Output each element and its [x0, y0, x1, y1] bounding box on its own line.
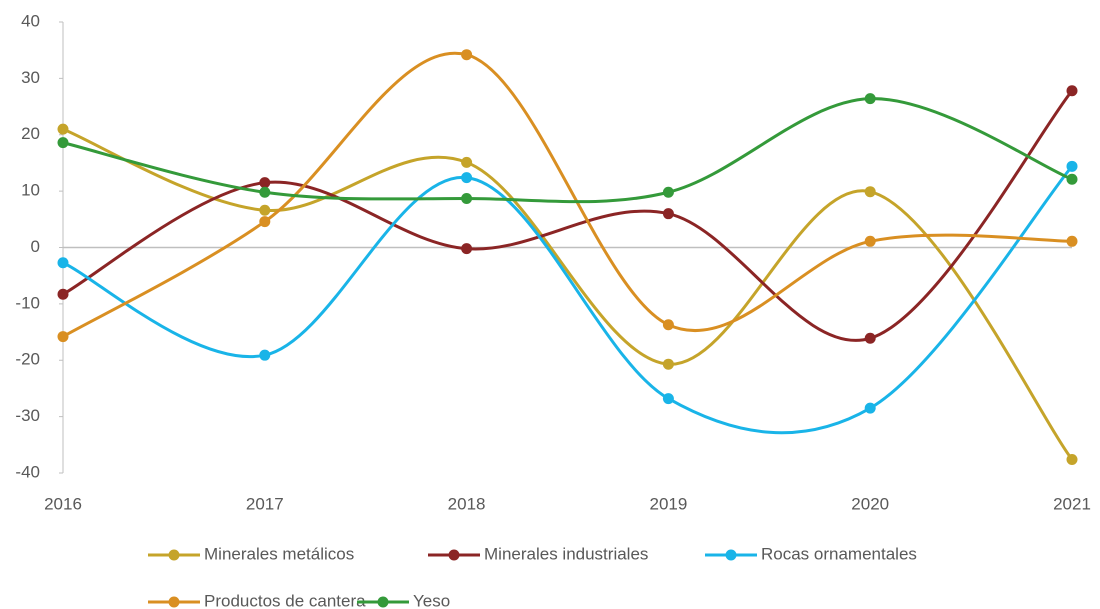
legend-marker	[725, 549, 737, 561]
legend-marker	[168, 549, 180, 561]
point	[461, 49, 473, 61]
legend-label: Minerales industriales	[484, 544, 648, 563]
legend-label: Minerales metálicos	[204, 544, 354, 563]
point	[662, 208, 674, 220]
series-line	[62, 89, 1074, 342]
y-tick-label: 20	[21, 124, 40, 143]
x-tick-label: 2017	[246, 494, 284, 513]
point	[864, 402, 876, 414]
series-line	[62, 165, 1074, 435]
point	[662, 186, 674, 198]
x-tick-label: 2018	[448, 494, 486, 513]
point	[259, 349, 271, 361]
point	[1066, 160, 1078, 172]
point	[662, 319, 674, 331]
legend-marker	[168, 596, 180, 608]
point	[461, 243, 473, 255]
point	[259, 186, 271, 198]
point	[57, 123, 69, 135]
y-tick-label: -10	[15, 293, 40, 312]
point	[461, 172, 473, 184]
series-line	[62, 97, 1073, 204]
point	[864, 93, 876, 105]
legend-label: Rocas ornamentales	[761, 544, 917, 563]
y-tick-label: 0	[31, 237, 40, 256]
series-line	[62, 51, 1073, 338]
point	[57, 257, 69, 269]
y-tick-label: 10	[21, 181, 40, 200]
x-tick-label: 2020	[851, 494, 889, 513]
point	[864, 332, 876, 344]
y-tick-label: 30	[21, 68, 40, 87]
legend-marker	[448, 549, 460, 561]
y-tick-label: -20	[15, 350, 40, 369]
point	[259, 204, 271, 216]
point	[259, 177, 271, 189]
legend-marker	[377, 596, 389, 608]
point	[1066, 173, 1078, 185]
point	[662, 393, 674, 405]
point	[259, 216, 271, 228]
point	[662, 358, 674, 370]
y-tick-label: -30	[15, 406, 40, 425]
point	[864, 186, 876, 198]
x-tick-label: 2021	[1053, 494, 1091, 513]
point	[57, 331, 69, 343]
series-line	[62, 127, 1074, 461]
point	[1066, 85, 1078, 97]
point	[461, 192, 473, 204]
legend-label: Yeso	[413, 591, 450, 609]
y-tick-label: -40	[15, 462, 40, 481]
point	[1066, 453, 1078, 465]
x-tick-label: 2016	[44, 494, 82, 513]
point	[57, 288, 69, 300]
point	[1066, 235, 1078, 247]
x-tick-label: 2019	[649, 494, 687, 513]
point	[864, 235, 876, 247]
point	[57, 137, 69, 149]
legend-label: Productos de cantera	[204, 591, 366, 609]
y-tick-label: 40	[21, 11, 40, 30]
point	[461, 156, 473, 168]
